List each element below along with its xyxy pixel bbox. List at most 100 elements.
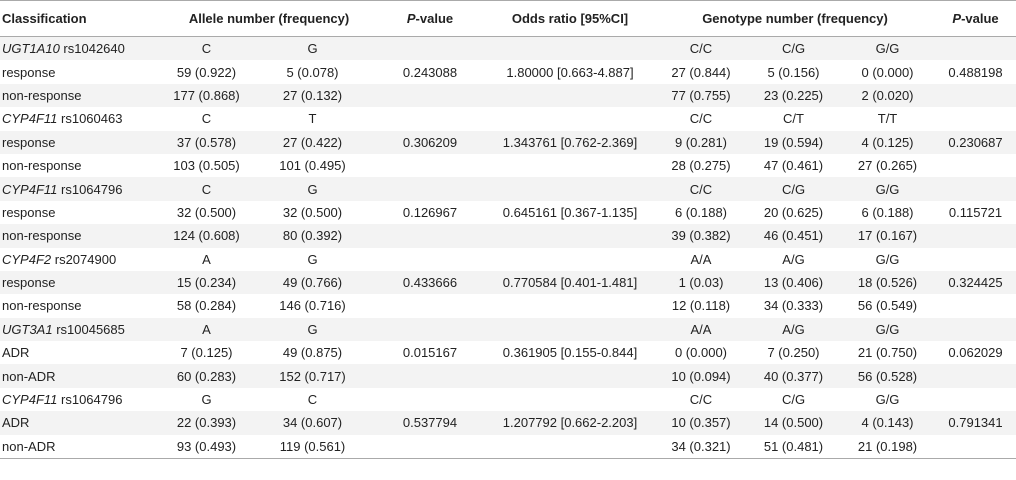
cell-g2: 13 (0.406): [747, 270, 840, 295]
cell-g2: 7 (0.250): [747, 341, 840, 365]
cell-p2: [935, 177, 1016, 201]
cell-a1: 93 (0.493): [163, 434, 250, 459]
table-row: CYP4F11 rs1064796 G C C/C C/G G/G: [0, 387, 1016, 412]
cell-g3: 17 (0.167): [840, 224, 936, 248]
cell-g1: 6 (0.188): [655, 200, 747, 225]
cell-p: [375, 294, 485, 318]
cell-a2: 34 (0.607): [250, 411, 375, 435]
cell-p2: [935, 247, 1016, 271]
cell-classification: non-response: [0, 294, 163, 318]
table-row: non-ADR 60 (0.283) 152 (0.717) 10 (0.094) 40…: [0, 364, 1016, 388]
cell-g3: 18 (0.526): [840, 270, 936, 295]
cell-p: 0.015167: [375, 341, 485, 365]
cell-classification: non-ADR: [0, 434, 163, 459]
cell-a1: 7 (0.125): [163, 341, 250, 365]
cell-a1: A: [163, 247, 250, 271]
cell-a1: G: [163, 387, 250, 412]
cell-or: [485, 224, 655, 248]
cell-p2: [935, 224, 1016, 248]
cell-p2: [935, 107, 1016, 131]
cell-or: [485, 364, 655, 388]
cell-p2: 0.324425: [935, 270, 1016, 295]
cell-a2: G: [250, 177, 375, 201]
cell-p2: [935, 317, 1016, 342]
cell-a1: 15 (0.234): [163, 270, 250, 295]
cell-a1: 59 (0.922): [163, 60, 250, 84]
cell-g3: 6 (0.188): [840, 200, 936, 225]
cell-p2: 0.062029: [935, 341, 1016, 365]
cell-g1: 9 (0.281): [655, 130, 747, 154]
cell-p2: 0.115721: [935, 200, 1016, 225]
cell-g1: 34 (0.321): [655, 434, 747, 459]
cell-a1: 22 (0.393): [163, 411, 250, 435]
cell-g2: 46 (0.451): [747, 224, 840, 248]
cell-or: 0.770584 [0.401-1.481]: [485, 270, 655, 295]
cell-a2: G: [250, 36, 375, 61]
cell-classification: CYP4F11 rs1060463: [0, 107, 163, 131]
cell-p: [375, 247, 485, 271]
cell-p: [375, 107, 485, 131]
cell-classification: non-response: [0, 224, 163, 248]
cell-g1: 0 (0.000): [655, 341, 747, 365]
cell-or: 1.343761 [0.762-2.369]: [485, 130, 655, 154]
cell-classification: response: [0, 270, 163, 295]
cell-classification: non-response: [0, 153, 163, 178]
cell-a1: 58 (0.284): [163, 294, 250, 318]
cell-g1: 28 (0.275): [655, 153, 747, 178]
cell-p2: [935, 387, 1016, 412]
cell-g1: C/C: [655, 387, 747, 412]
cell-a2: T: [250, 107, 375, 131]
table-row: non-response 177 (0.868) 27 (0.132) 77 (0.7…: [0, 83, 1016, 108]
cell-p: [375, 177, 485, 201]
cell-g3: 4 (0.125): [840, 130, 936, 154]
cell-classification: response: [0, 60, 163, 84]
header-pvalue-genotype: P-value: [935, 0, 1016, 37]
cell-or: 1.207792 [0.662-2.203]: [485, 411, 655, 435]
cell-g2: A/G: [747, 317, 840, 342]
cell-or: [485, 36, 655, 61]
cell-classification: response: [0, 200, 163, 225]
cell-or: [485, 387, 655, 412]
cell-g2: 5 (0.156): [747, 60, 840, 84]
cell-classification: UGT1A10 rs1042640: [0, 36, 163, 61]
cell-classification: ADR: [0, 341, 163, 365]
cell-or: [485, 247, 655, 271]
cell-classification: non-response: [0, 83, 163, 108]
cell-a2: 119 (0.561): [250, 434, 375, 459]
cell-p2: [935, 294, 1016, 318]
cell-p: 0.306209: [375, 130, 485, 154]
cell-a2: 32 (0.500): [250, 200, 375, 225]
table-row: UGT1A10 rs1042640 C G C/C C/G G/G: [0, 36, 1016, 61]
cell-a2: 27 (0.132): [250, 83, 375, 108]
cell-g3: G/G: [840, 36, 936, 61]
cell-or: [485, 107, 655, 131]
cell-p: 0.243088: [375, 60, 485, 84]
cell-a2: 80 (0.392): [250, 224, 375, 248]
cell-g2: A/G: [747, 247, 840, 271]
cell-g1: C/C: [655, 36, 747, 61]
cell-p2: [935, 434, 1016, 459]
cell-g2: 40 (0.377): [747, 364, 840, 388]
cell-p: [375, 434, 485, 459]
cell-g1: 1 (0.03): [655, 270, 747, 295]
table-row: non-response 103 (0.505) 101 (0.495) 28 (0.…: [0, 153, 1016, 178]
cell-classification: UGT3A1 rs10045685: [0, 317, 163, 342]
cell-or: [485, 153, 655, 178]
cell-p: [375, 36, 485, 61]
cell-g2: C/G: [747, 177, 840, 201]
cell-a2: 146 (0.716): [250, 294, 375, 318]
cell-g3: T/T: [840, 107, 936, 131]
cell-a1: 32 (0.500): [163, 200, 250, 225]
cell-or: [485, 294, 655, 318]
table-row: response 59 (0.922) 5 (0.078) 0.243088 1.800…: [0, 60, 1016, 84]
cell-classification: CYP4F2 rs2074900: [0, 247, 163, 271]
cell-g2: 14 (0.500): [747, 411, 840, 435]
cell-p: [375, 153, 485, 178]
cell-p: [375, 387, 485, 412]
cell-p: [375, 364, 485, 388]
cell-a1: 37 (0.578): [163, 130, 250, 154]
cell-g1: 77 (0.755): [655, 83, 747, 108]
table-row: CYP4F11 rs1060463 C T C/C C/T T/T: [0, 107, 1016, 131]
cell-a2: 5 (0.078): [250, 60, 375, 84]
